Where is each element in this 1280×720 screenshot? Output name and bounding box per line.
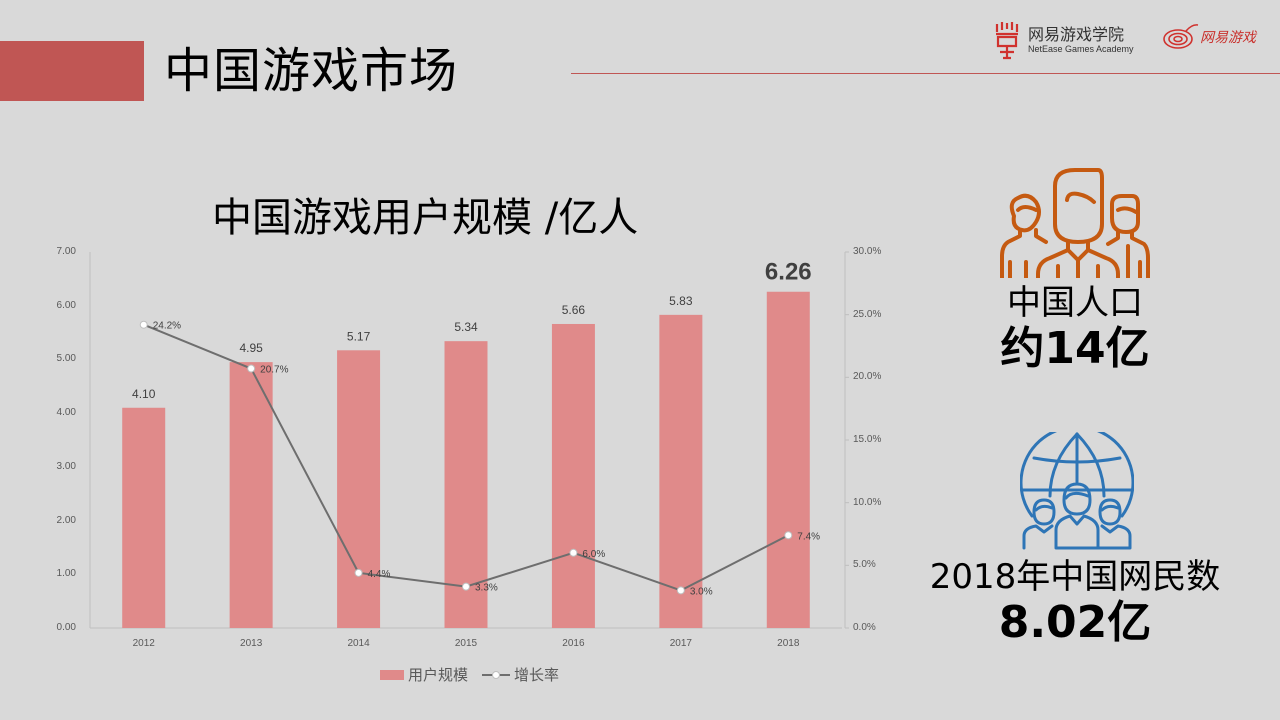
growth-point-2014 <box>354 568 363 577</box>
y-tick-label: 6.00 <box>56 299 76 311</box>
bar-series <box>122 291 810 628</box>
bar-2018 <box>766 291 810 628</box>
netizens-stat: 2018年中国网民数 8.02亿 <box>910 557 1240 649</box>
growth-rate-labels: 24.2% 20.7% 4.4% 3.3% 6.0% 3.0% 7.4% <box>153 321 820 598</box>
title-accent-bar <box>0 41 144 101</box>
netease-academy-logo: 网易游戏学院 NetEase Games Academy <box>994 20 1134 60</box>
x-tick-label: 2018 <box>777 638 800 649</box>
x-tick-label: 2014 <box>347 638 370 649</box>
bar-2015 <box>444 341 488 628</box>
right-axis-ticks <box>845 251 849 629</box>
netizens-value: 8.02亿 <box>998 597 1152 648</box>
population-stat: 中国人口 约14亿 <box>960 283 1190 375</box>
x-tick-label: 2012 <box>132 638 155 649</box>
y-tick-label: 0.00 <box>56 622 76 633</box>
x-tick-label: 2015 <box>454 638 478 649</box>
academy-subtitle: NetEase Games Academy <box>1028 43 1134 54</box>
x-tick-label: 2016 <box>562 638 585 649</box>
bar-value-label: 5.66 <box>562 303 586 317</box>
netizens-label: 2018年中国网民数 <box>929 557 1221 597</box>
netease-games-logo: 网易游戏 <box>1160 22 1256 52</box>
chart-legend: 用户规模 增长率 <box>380 664 559 685</box>
swirl-bird-icon <box>1163 24 1199 49</box>
bar-2012 <box>122 407 166 628</box>
people-group-icon <box>1000 168 1150 278</box>
y-tick-label: 3.00 <box>56 460 76 472</box>
growth-point-2013 <box>247 364 256 373</box>
bar-2016 <box>551 323 595 628</box>
academy-name: 网易游戏学院 <box>1028 24 1125 44</box>
population-value: 约14亿 <box>1000 323 1150 374</box>
y2-tick-label: 20.0% <box>853 371 882 383</box>
page-title: 中国游戏市场 <box>164 43 459 99</box>
bar-labels: 4.10 4.95 5.17 5.34 5.66 5.83 6.26 <box>132 259 812 401</box>
legend-bar-label: 用户规模 <box>408 666 469 684</box>
y2-tick-label: 0.0% <box>853 622 876 633</box>
legend-line-marker-icon <box>482 670 511 679</box>
growth-value-label: 24.2% <box>153 321 181 332</box>
bar-value-label: 4.95 <box>239 341 263 355</box>
y2-tick-label: 25.0% <box>853 308 882 320</box>
growth-value-label: 3.0% <box>690 586 713 597</box>
legend-bar-swatch <box>380 669 404 680</box>
growth-rate-markers <box>139 320 793 595</box>
y-tick-label: 1.00 <box>56 568 76 580</box>
bar-2013 <box>229 362 273 628</box>
y-tick-label: 7.00 <box>56 246 76 257</box>
bar-value-label: 6.26 <box>765 259 812 286</box>
bar-value-label: 5.17 <box>347 329 371 343</box>
games-name: 网易游戏 <box>1200 30 1256 46</box>
bar-value-label: 5.83 <box>669 294 693 308</box>
growth-value-label: 6.0% <box>582 549 605 560</box>
y-tick-label: 4.00 <box>56 407 76 419</box>
population-label: 中国人口 <box>1007 283 1143 323</box>
legend-line-label: 增长率 <box>514 666 560 684</box>
growth-point-2017 <box>676 586 685 595</box>
y2-tick-label: 10.0% <box>853 496 882 508</box>
bar-value-label: 4.10 <box>132 387 156 401</box>
y-tick-label: 2.00 <box>56 514 76 526</box>
growth-point-2016 <box>569 548 578 557</box>
bar-2014 <box>337 350 381 628</box>
bar-2017 <box>659 314 703 628</box>
growth-value-label: 3.3% <box>475 583 498 594</box>
chart-title: 中国游戏用户规模 /亿人 <box>212 195 639 241</box>
academy-emblem-icon <box>995 22 1019 60</box>
growth-point-2018 <box>784 531 793 540</box>
y2-tick-label: 30.0% <box>853 246 882 257</box>
growth-value-label: 7.4% <box>797 531 820 542</box>
globe-users-icon <box>1020 432 1134 550</box>
x-tick-label: 2013 <box>240 638 263 649</box>
growth-value-label: 4.4% <box>368 569 391 580</box>
growth-point-2015 <box>462 582 470 591</box>
header-divider <box>571 73 1280 74</box>
y2-tick-label: 15.0% <box>853 434 882 445</box>
y-tick-label: 5.00 <box>56 353 76 365</box>
y2-tick-label: 5.0% <box>853 559 876 571</box>
bar-value-label: 5.34 <box>454 320 478 334</box>
growth-point-2012 <box>139 320 148 329</box>
x-tick-label: 2017 <box>669 638 692 649</box>
growth-value-label: 20.7% <box>260 365 288 376</box>
